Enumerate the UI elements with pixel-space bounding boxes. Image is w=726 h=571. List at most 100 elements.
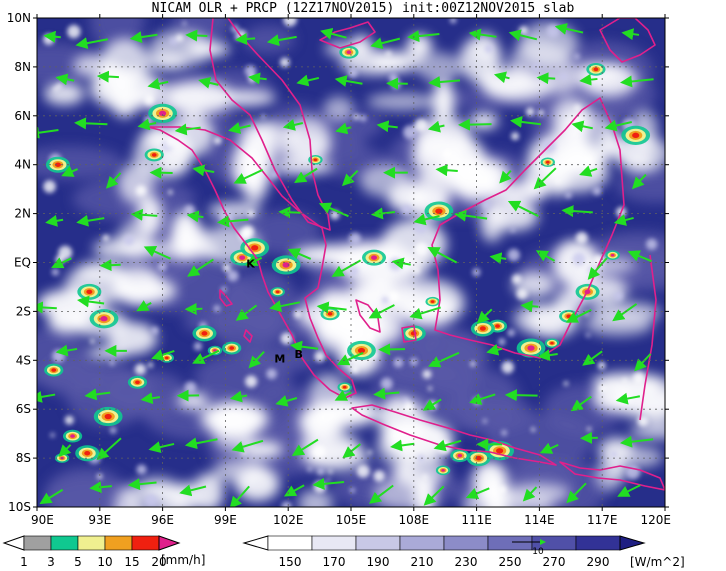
olr-cloud-speck (326, 477, 331, 482)
map-plot-area: K M B (37, 18, 665, 507)
olr-cloud-blob (523, 495, 554, 507)
lon-tick-label: 111E (461, 513, 492, 527)
lon-tick-label: 114E (524, 513, 555, 527)
olr-cloud-blob (483, 182, 549, 202)
olr-cloud-blob (43, 82, 85, 105)
wind-arrow (376, 120, 398, 133)
precip-cell-core (566, 314, 572, 319)
coastline-lesser-sunda (559, 461, 665, 491)
wind-arrow (235, 33, 256, 45)
olr-cloud-speck (482, 418, 488, 424)
wind-arrow (427, 246, 458, 264)
precip-colorbar-unit: [mm/h] (161, 553, 205, 567)
olr-cloud-speck (134, 363, 146, 375)
wind-arrow (465, 487, 490, 500)
olr-colorbar-cell (311, 535, 357, 551)
olr-cloud-blob (226, 90, 277, 105)
olr-colorbar-cell (575, 535, 621, 551)
wind-arrow (312, 477, 345, 490)
coastline-outlines (147, 18, 665, 491)
wind-arrow (235, 304, 258, 321)
olr-cloud-speck (245, 375, 258, 388)
coastline-borneo (431, 97, 625, 359)
wind-arrow (368, 484, 394, 504)
lon-tick-label: 102E (273, 513, 304, 527)
olr-cloud-speck (572, 252, 586, 266)
olr-cloud-speck (353, 113, 360, 120)
wind-arrow (137, 118, 157, 131)
lon-tick-label: 96E (151, 513, 174, 527)
olr-cloud-speck (53, 86, 58, 92)
olr-cloud-blob (86, 345, 129, 361)
precip-colorbar-cell (104, 535, 133, 551)
precip-cell-core (496, 448, 504, 454)
olr-mid-blob (44, 467, 127, 507)
olr-cloud-speck (43, 180, 56, 193)
lon-tick-label: 105E (336, 513, 367, 527)
olr-cloud-speck (449, 18, 457, 24)
lat-tick-label: 8S (16, 451, 31, 465)
precip-cell-core (457, 453, 463, 458)
olr-cloud-blob (417, 52, 461, 83)
olr-cloud-speck (328, 469, 333, 474)
olr-cloud-speck (184, 381, 197, 394)
olr-colorbar-cell (487, 535, 533, 551)
olr-cloud-blob (592, 382, 635, 413)
precipitation-colorbar: 1 3 5 10 15 20[mm/h] (2, 535, 205, 569)
olr-cloud-blob (396, 455, 448, 489)
coastline-sulawesi-edge (639, 254, 657, 421)
wind-arrow (509, 115, 542, 128)
olr-cloud-speck (385, 50, 392, 57)
wind-arrow (283, 484, 305, 497)
olr-cloud-speck (380, 377, 393, 390)
olr-cloud-blob (469, 112, 499, 129)
olr-cloud-speck (241, 225, 255, 238)
olr-cloud-speck (56, 83, 63, 89)
olr-cloud-speck (472, 268, 481, 277)
wind-arrow (229, 390, 248, 403)
lat-tick-label: 6S (16, 402, 31, 416)
wind-arrow (231, 439, 264, 453)
olr-cloud-speck (247, 210, 255, 218)
olr-cloud-speck (516, 288, 528, 300)
olr-cloud-blob (513, 303, 568, 335)
olr-cloud-speck (182, 21, 187, 26)
wind-arrow (334, 75, 363, 87)
olr-cloud-speck (167, 189, 173, 195)
coastline-sumatra (147, 126, 357, 399)
olr-cloud-speck (610, 450, 618, 458)
olr-cloud-blob (323, 96, 354, 122)
wind-arrow (143, 246, 171, 260)
wind-arrow (316, 301, 347, 314)
olr-cloud-speck (403, 401, 414, 413)
wind-arrow (294, 167, 318, 184)
olr-cloud-speck (136, 464, 147, 475)
precip-cell-core (327, 312, 333, 316)
olr-cloud-speck (427, 386, 433, 391)
olr-mid-blob (37, 146, 124, 180)
precip-cell-core (346, 50, 352, 55)
wind-arrow (520, 300, 539, 313)
lat-tick-label: 4N (14, 158, 31, 172)
olr-cloud-speck (312, 445, 326, 459)
olr-colorbar-label: 270 (543, 555, 566, 569)
wind-arrow (186, 210, 204, 223)
olr-cloud-blob (366, 92, 437, 111)
olr-cloud-speck (366, 332, 374, 340)
wind-arrow (486, 343, 503, 356)
olr-cloud-speck (96, 473, 103, 480)
olr-cloud-speck (220, 286, 227, 293)
olr-cloud-blob (235, 466, 280, 502)
wind-arrow (89, 481, 113, 494)
wind-arrow (508, 29, 538, 42)
olr-cloud-speck (266, 368, 277, 380)
wind-arrow (74, 117, 108, 130)
wind-arrow (435, 164, 458, 177)
wind-arrow (428, 76, 461, 88)
precip-cell-core (313, 158, 318, 162)
olr-cloud-blob (313, 315, 361, 356)
precip-colorbar-cell (131, 535, 160, 551)
olr-cloud-speck (565, 192, 572, 199)
olr-cloud-speck (109, 360, 115, 366)
olr-cloud-speck (102, 234, 110, 242)
